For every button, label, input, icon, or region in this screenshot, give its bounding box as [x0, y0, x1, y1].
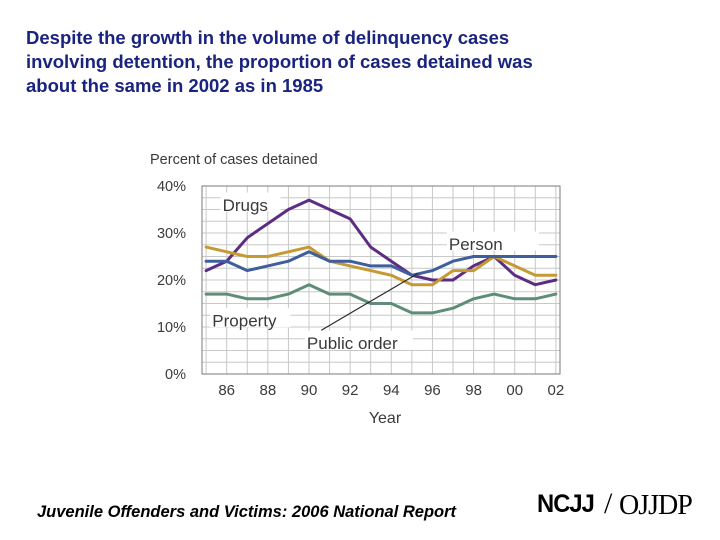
- chart-title: Percent of cases detained: [150, 152, 318, 168]
- property-label-bg: [210, 308, 291, 328]
- series-line-person: [204, 250, 558, 277]
- plot-frame: [201, 185, 561, 375]
- x-tick-label: 90: [301, 382, 318, 399]
- x-tick-label: 94: [383, 382, 400, 399]
- drugs-label-bg: [220, 192, 281, 212]
- source-note: Juvenile Offenders and Victims: 2006 Nat…: [37, 503, 457, 521]
- x-tick-label: 88: [259, 382, 276, 399]
- public-order-label-bg: [304, 330, 413, 350]
- y-tick-label: 10%: [157, 320, 186, 336]
- line-chart: Percent of cases detained 0% 10% 20% 30% 40% 8…: [150, 152, 565, 427]
- x-tick-label: 98: [465, 382, 482, 399]
- person-label-bg: [446, 231, 539, 251]
- public-order-pointer: [321, 272, 419, 331]
- y-tick-label: 30%: [157, 226, 186, 242]
- series-line-public-order: [204, 245, 558, 287]
- y-tick-label: 0%: [165, 367, 186, 383]
- public-order-label: Public order: [307, 334, 398, 353]
- y-tick-label: 40%: [157, 179, 186, 195]
- ncjj-logo: NCJJ: [537, 490, 595, 518]
- headline: Despite the growth in the volume of deli…: [26, 27, 533, 96]
- y-tick-label: 20%: [157, 273, 186, 289]
- property-label: Property: [212, 312, 277, 331]
- x-tick-label: 92: [342, 382, 359, 399]
- x-tick-label: 00: [506, 382, 523, 399]
- logo-separator: /: [604, 487, 613, 520]
- x-axis-label: Year: [369, 410, 402, 427]
- ojjdp-logo: OJJDP: [619, 490, 693, 521]
- x-tick-label: 86: [218, 382, 235, 399]
- drugs-label: Drugs: [223, 196, 268, 215]
- x-tick-label: 96: [424, 382, 441, 399]
- x-tick-label: 02: [548, 382, 565, 399]
- person-label: Person: [449, 235, 503, 254]
- series-line-property: [204, 283, 558, 315]
